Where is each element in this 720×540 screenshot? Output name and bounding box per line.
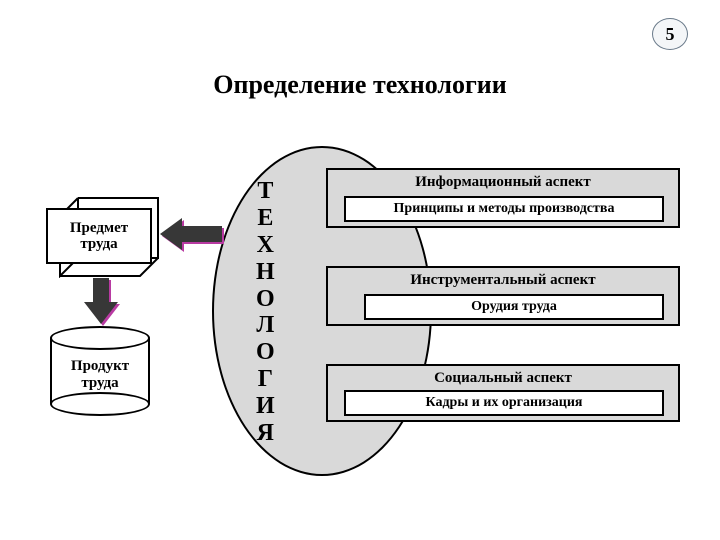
vertical-letter: О — [256, 339, 275, 366]
page-title: Определение технологии — [0, 70, 720, 100]
vertical-letter: Т — [256, 178, 275, 205]
vertical-letter: И — [256, 393, 275, 420]
subject-box: Предмет труда — [46, 208, 152, 264]
vertical-letter: О — [256, 286, 275, 313]
vertical-letter: Л — [256, 312, 275, 339]
aspect-title: Инструментальный аспект — [328, 272, 678, 289]
page-number: 5 — [666, 24, 675, 45]
aspect-title: Информационный аспект — [328, 174, 678, 191]
aspect-title: Социальный аспект — [328, 370, 678, 387]
product-label: Продукт труда — [50, 358, 150, 391]
vertical-letter: Е — [256, 205, 275, 232]
vertical-word: ТЕХНОЛОГИЯ — [256, 178, 275, 447]
arrow-left-icon — [160, 218, 230, 258]
vertical-letter: Я — [256, 420, 275, 447]
page-number-badge: 5 — [652, 18, 688, 50]
arrow-down-icon — [84, 278, 120, 328]
product-cylinder: Продукт труда — [50, 326, 150, 416]
vertical-letter: Г — [256, 366, 275, 393]
vertical-letter: Х — [256, 232, 275, 259]
vertical-letter: Н — [256, 259, 275, 286]
subject-label: Предмет труда — [70, 220, 128, 253]
aspect-inner: Кадры и их организация — [344, 390, 664, 416]
aspect-inner: Принципы и методы производства — [344, 196, 664, 222]
aspect-inner: Орудия труда — [364, 294, 664, 320]
